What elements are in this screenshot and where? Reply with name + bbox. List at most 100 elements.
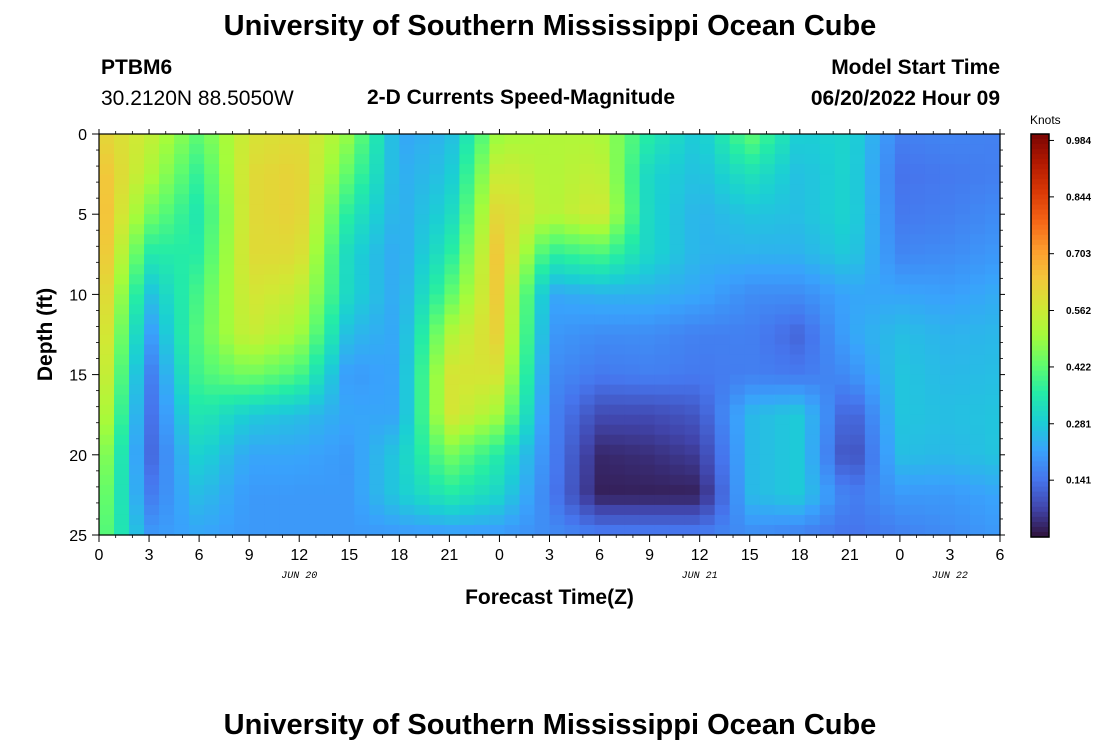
heatmap-cell bbox=[99, 254, 115, 265]
heatmap-cell bbox=[414, 324, 430, 336]
heatmap-cell bbox=[519, 174, 536, 185]
heatmap-cell bbox=[654, 404, 671, 416]
heatmap-cell bbox=[894, 374, 911, 386]
colorbar-segment bbox=[1031, 174, 1049, 180]
heatmap-cell bbox=[504, 144, 521, 155]
heatmap-cell bbox=[219, 404, 235, 416]
heatmap-cell bbox=[369, 204, 385, 215]
heatmap-cell bbox=[984, 264, 1001, 275]
heatmap-cell bbox=[204, 194, 220, 205]
heatmap-cell bbox=[759, 414, 776, 426]
heatmap-cell bbox=[639, 174, 656, 185]
heatmap-cell bbox=[504, 184, 521, 195]
colorbar-segment bbox=[1031, 395, 1049, 402]
heatmap-cell bbox=[684, 284, 701, 296]
heatmap-cell bbox=[174, 334, 190, 346]
heatmap-cell bbox=[414, 384, 430, 396]
heatmap-cell bbox=[969, 424, 986, 436]
heatmap-cell bbox=[624, 484, 641, 496]
date-label: JUN 20 bbox=[281, 571, 317, 582]
heatmap-cell bbox=[309, 474, 325, 486]
heatmap-cell bbox=[264, 134, 280, 145]
heatmap-cell bbox=[969, 284, 986, 296]
heatmap-cell bbox=[489, 504, 506, 516]
heatmap-cell bbox=[654, 424, 671, 436]
heatmap-cell bbox=[774, 464, 791, 476]
heatmap-cell bbox=[309, 284, 325, 296]
heatmap-cell bbox=[819, 224, 836, 235]
heatmap-cell bbox=[414, 454, 430, 466]
heatmap-cell bbox=[654, 164, 671, 175]
heatmap-cell bbox=[99, 434, 115, 446]
heatmap-cell bbox=[909, 374, 926, 386]
heatmap-cell bbox=[264, 494, 280, 506]
heatmap-cell bbox=[309, 394, 325, 406]
heatmap-cell bbox=[729, 484, 746, 496]
heatmap-cell bbox=[774, 224, 791, 235]
y-tick-label: 0 bbox=[78, 127, 87, 144]
heatmap-cell bbox=[354, 214, 370, 225]
heatmap-cell bbox=[909, 354, 926, 366]
heatmap-cell bbox=[684, 244, 701, 255]
heatmap-cell bbox=[159, 284, 175, 296]
heatmap-cell bbox=[189, 334, 205, 346]
heatmap-cell bbox=[699, 204, 716, 215]
heatmap-cell bbox=[804, 304, 821, 316]
heatmap-cell bbox=[459, 444, 476, 456]
heatmap-cell bbox=[579, 234, 596, 245]
heatmap-cell bbox=[189, 304, 205, 316]
heatmap-cell bbox=[324, 374, 340, 386]
heatmap-cell bbox=[834, 174, 851, 185]
heatmap-cell bbox=[504, 434, 521, 446]
heatmap-cell bbox=[624, 244, 641, 255]
heatmap-cell bbox=[819, 324, 836, 336]
heatmap-cell bbox=[489, 514, 506, 526]
heatmap-cell bbox=[504, 414, 521, 426]
heatmap-cell bbox=[519, 364, 536, 376]
heatmap-cell bbox=[474, 514, 491, 526]
heatmap-cell bbox=[399, 244, 415, 255]
heatmap-cell bbox=[909, 334, 926, 346]
heatmap-cell bbox=[684, 504, 701, 516]
heatmap-cell bbox=[804, 194, 821, 205]
heatmap-cell bbox=[384, 264, 400, 275]
heatmap-cell bbox=[324, 204, 340, 215]
heatmap-cell bbox=[654, 494, 671, 506]
heatmap-cell bbox=[129, 344, 145, 356]
heatmap-cell bbox=[759, 334, 776, 346]
heatmap-cell bbox=[369, 234, 385, 245]
heatmap-cell bbox=[789, 224, 806, 235]
heatmap-cell bbox=[129, 314, 145, 326]
heatmap-cell bbox=[234, 514, 250, 526]
heatmap-cell bbox=[159, 514, 175, 526]
heatmap-cell bbox=[114, 424, 130, 436]
heatmap-cell bbox=[219, 194, 235, 205]
heatmap-cell bbox=[249, 174, 265, 185]
heatmap-cell bbox=[549, 414, 566, 426]
heatmap-cell bbox=[894, 444, 911, 456]
colorbar-segment bbox=[1031, 320, 1049, 327]
heatmap-cell bbox=[564, 334, 581, 346]
heatmap-cell bbox=[849, 424, 866, 436]
heatmap-cell bbox=[99, 334, 115, 346]
heatmap-cell bbox=[159, 404, 175, 416]
heatmap-cell bbox=[789, 214, 806, 225]
heatmap-cell bbox=[609, 344, 626, 356]
heatmap-cell bbox=[954, 334, 971, 346]
heatmap-cell bbox=[339, 514, 355, 526]
heatmap-cell bbox=[144, 214, 160, 225]
heatmap-cell bbox=[204, 464, 220, 476]
heatmap-cell bbox=[234, 204, 250, 215]
heatmap-cell bbox=[114, 524, 130, 536]
x-tick-label: 12 bbox=[290, 547, 308, 564]
heatmap-cell bbox=[804, 284, 821, 296]
heatmap-cell bbox=[729, 134, 746, 145]
heatmap-cell bbox=[759, 144, 776, 155]
heatmap-cell bbox=[879, 374, 896, 386]
heatmap-cell bbox=[639, 254, 656, 265]
heatmap-cell bbox=[939, 194, 956, 205]
heatmap-cell bbox=[519, 384, 536, 396]
heatmap-cell bbox=[414, 464, 430, 476]
heatmap-cell bbox=[309, 464, 325, 476]
heatmap-cell bbox=[549, 224, 566, 235]
